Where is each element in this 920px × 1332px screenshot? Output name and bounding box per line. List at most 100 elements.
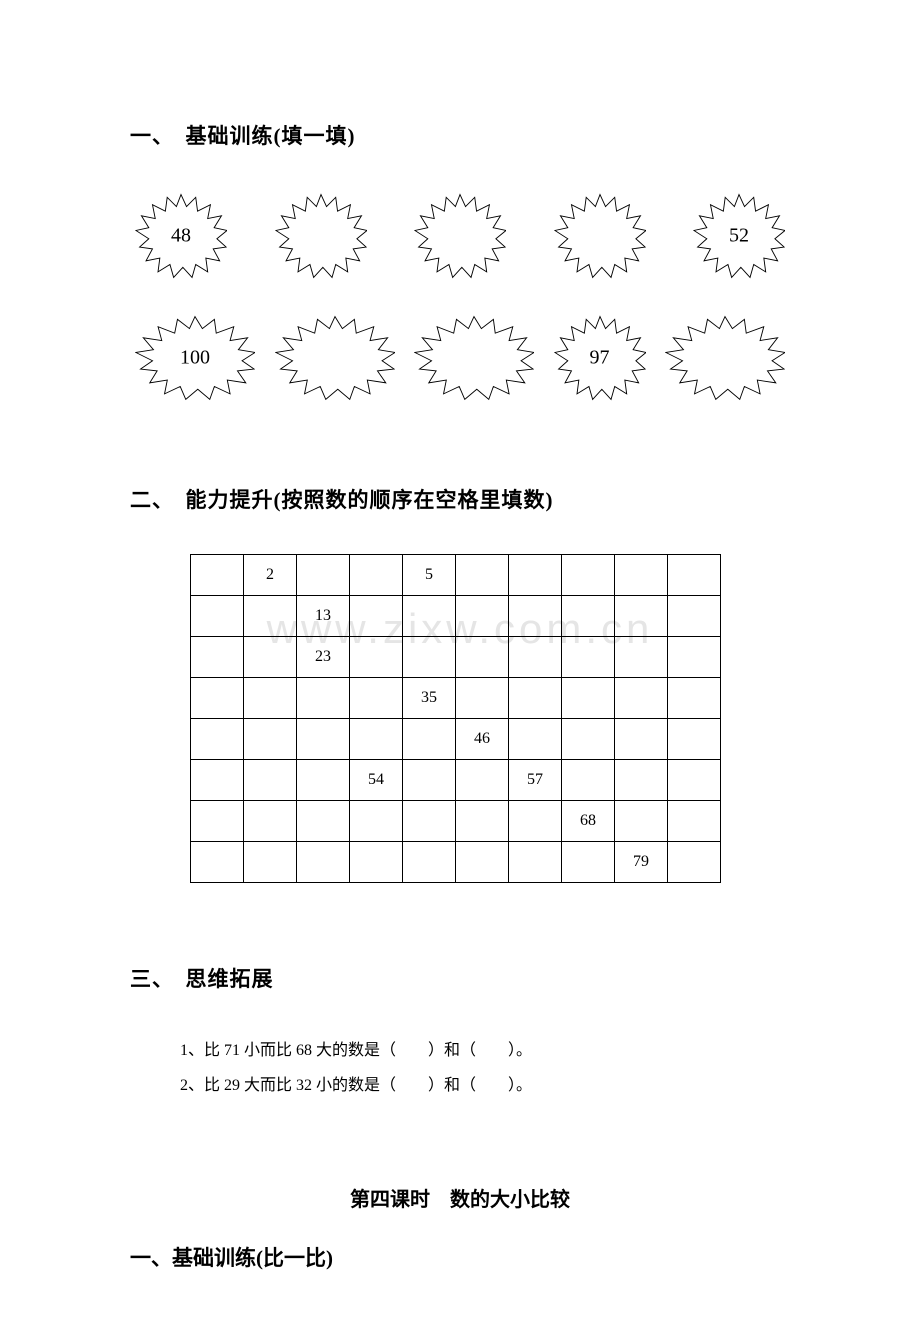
section3-lines: 1、比 71 小而比 68 大的数是（ ）和（ ）。 2、比 29 大而比 32… — [180, 1033, 790, 1103]
table-cell — [191, 637, 244, 678]
table-cell — [350, 801, 403, 842]
table-cell — [191, 801, 244, 842]
starburst-icon — [414, 312, 534, 404]
burst-label: 48 — [171, 225, 191, 248]
table-cell: 2 — [244, 555, 297, 596]
burst-row-2: 100 97 — [130, 312, 790, 404]
starburst-icon — [414, 190, 506, 282]
table-cell — [668, 637, 721, 678]
burst-row-1: 48 52 — [130, 190, 790, 282]
table-cell — [668, 842, 721, 883]
table-cell — [350, 678, 403, 719]
table-cell — [668, 596, 721, 637]
table-cell — [403, 842, 456, 883]
burst-item: 97 — [554, 312, 646, 404]
table-cell — [562, 596, 615, 637]
table-cell: 46 — [456, 719, 509, 760]
table-cell — [403, 637, 456, 678]
table-cell — [191, 842, 244, 883]
table-cell — [668, 801, 721, 842]
number-sequence-table: 251323 3546 54 576879 — [190, 554, 721, 883]
table-cell — [403, 801, 456, 842]
table-cell — [562, 760, 615, 801]
table-cell — [244, 596, 297, 637]
table-cell — [244, 637, 297, 678]
page-content: 一、 基础训练(填一填) 48 — [0, 0, 920, 1332]
table-cell — [562, 555, 615, 596]
table-cell — [456, 842, 509, 883]
burst-item — [665, 312, 785, 404]
starburst-icon — [275, 312, 395, 404]
table-cell — [615, 637, 668, 678]
starburst-icon — [275, 190, 367, 282]
table-cell — [244, 719, 297, 760]
table-cell — [562, 678, 615, 719]
table-cell — [191, 596, 244, 637]
table-cell — [456, 678, 509, 719]
section3-line-2: 2、比 29 大而比 32 小的数是（ ）和（ ）。 — [180, 1068, 790, 1103]
table-cell — [562, 842, 615, 883]
burst-item — [554, 190, 646, 282]
table-cell — [509, 637, 562, 678]
table-cell — [350, 719, 403, 760]
table-cell: 35 — [403, 678, 456, 719]
section1-heading: 一、 基础训练(填一填) — [130, 120, 790, 150]
table-cell — [244, 801, 297, 842]
table-cell: 79 — [615, 842, 668, 883]
table-cell — [615, 760, 668, 801]
table-cell — [456, 555, 509, 596]
table-cell: 57 — [509, 760, 562, 801]
lesson-title: 第四课时 数的大小比较 — [130, 1183, 790, 1212]
table-cell — [350, 596, 403, 637]
table-cell — [403, 760, 456, 801]
burst-item: 48 — [135, 190, 227, 282]
table-row: 46 — [191, 719, 721, 760]
burst-item — [275, 312, 395, 404]
table-cell: 68 — [562, 801, 615, 842]
table-cell — [615, 596, 668, 637]
table-cell — [668, 555, 721, 596]
table-row: 35 — [191, 678, 721, 719]
table-cell — [509, 596, 562, 637]
table-cell — [456, 596, 509, 637]
table-cell — [509, 555, 562, 596]
burst-item — [414, 312, 534, 404]
table-cell — [297, 719, 350, 760]
table-cell — [244, 678, 297, 719]
table-cell — [350, 842, 403, 883]
table-cell — [350, 555, 403, 596]
table-cell — [509, 842, 562, 883]
table-cell — [191, 555, 244, 596]
table-cell — [350, 637, 403, 678]
burst-item: 52 — [693, 190, 785, 282]
table-cell: 23 — [297, 637, 350, 678]
table-cell — [615, 719, 668, 760]
table-cell — [509, 801, 562, 842]
table-cell — [615, 555, 668, 596]
table-cell: 54 — [350, 760, 403, 801]
burst-item — [414, 190, 506, 282]
table-cell — [297, 678, 350, 719]
table-cell — [191, 719, 244, 760]
section2-heading: 二、 能力提升(按照数的顺序在空格里填数) — [130, 484, 790, 514]
table-row: 54 57 — [191, 760, 721, 801]
table-row: 23 — [191, 637, 721, 678]
table-cell — [244, 842, 297, 883]
table-cell — [403, 719, 456, 760]
table-cell — [244, 760, 297, 801]
table-cell — [191, 678, 244, 719]
starburst-icon — [665, 312, 785, 404]
table-cell — [562, 719, 615, 760]
table-cell — [668, 719, 721, 760]
table-cell — [615, 678, 668, 719]
section3-heading: 三、 思维拓展 — [130, 963, 790, 993]
table-cell — [456, 801, 509, 842]
table-cell — [562, 637, 615, 678]
burst-label: 52 — [729, 225, 749, 248]
table-cell — [297, 760, 350, 801]
starburst-icon — [554, 190, 646, 282]
table-cell — [297, 801, 350, 842]
table-cell — [456, 760, 509, 801]
table-row: 25 — [191, 555, 721, 596]
table-row: 13 — [191, 596, 721, 637]
